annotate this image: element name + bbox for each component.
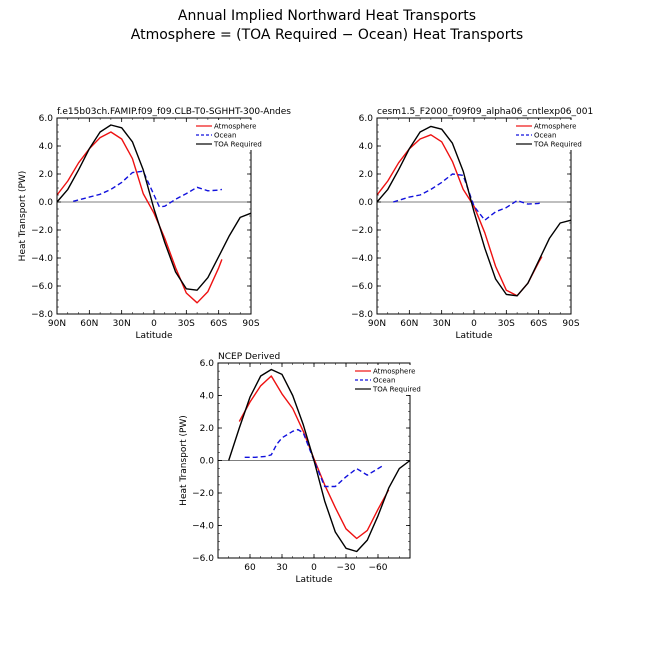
chart-panel-2: cesm1.5_F2000_f09f09_alpha06_cntlexp06_0…: [351, 107, 593, 341]
y-tick-label: −6.0: [31, 282, 53, 292]
y-tick-label: −2.0: [351, 226, 373, 236]
y-tick-label: 6.0: [359, 114, 374, 124]
y-tick-label: −4.0: [351, 254, 373, 264]
x-tick-label: −30: [337, 563, 356, 573]
x-tick-label: 90N: [48, 319, 66, 329]
series-line-toa: [376, 125, 572, 297]
x-axis-label: Latitude: [295, 575, 333, 585]
y-tick-label: 0.0: [39, 198, 54, 208]
y-axis-label: Heat Transport (PW): [179, 415, 189, 506]
x-tick-label: 30S: [178, 319, 195, 329]
y-tick-label: 4.0: [200, 392, 215, 402]
panel-title: NCEP Derived: [218, 352, 280, 362]
legend-label-ocean: Ocean: [214, 132, 236, 140]
x-tick-label: −60: [369, 563, 388, 573]
x-axis-label: Latitude: [135, 331, 173, 341]
x-tick-label: 60S: [530, 319, 547, 329]
x-tick-label: 60S: [210, 319, 227, 329]
legend-label-toa: TOA Required: [533, 141, 582, 149]
y-tick-label: 4.0: [359, 142, 374, 152]
x-tick-label: 90S: [562, 319, 579, 329]
x-tick-label: 90N: [368, 319, 386, 329]
x-tick-label: 60N: [400, 319, 418, 329]
series-line-ocean: [244, 428, 384, 488]
x-tick-label: 30N: [433, 319, 451, 329]
y-tick-label: −8.0: [31, 310, 53, 320]
legend-label-atmosphere: Atmosphere: [373, 368, 415, 376]
x-tick-label: 90S: [242, 319, 259, 329]
y-tick-label: 2.0: [359, 170, 374, 180]
x-tick-label: 0: [151, 319, 157, 329]
y-tick-label: −2.0: [31, 226, 53, 236]
x-tick-label: 30: [276, 563, 288, 573]
y-tick-label: 2.0: [39, 170, 54, 180]
legend-label-toa: TOA Required: [372, 386, 421, 394]
y-tick-label: −6.0: [192, 554, 214, 564]
series-line-toa: [56, 124, 252, 291]
series-line-toa: [228, 368, 411, 553]
x-tick-label: 60: [244, 563, 256, 573]
x-axis-label: Latitude: [455, 331, 493, 341]
panel-title: cesm1.5_F2000_f09f09_alpha06_cntlexp06_0…: [377, 107, 593, 117]
chart-panels: f.e15b03ch.FAMIP.f09_f09.CLB-T0-SGHHT-30…: [18, 107, 593, 585]
x-tick-label: 60N: [80, 319, 98, 329]
y-tick-label: 2.0: [200, 424, 215, 434]
y-tick-label: 0.0: [200, 457, 215, 467]
y-tick-label: −4.0: [192, 522, 214, 532]
y-tick-label: 6.0: [39, 114, 54, 124]
y-axis-label: Heat Transport (PW): [18, 171, 28, 262]
figure-title-line-2: Atmosphere = (TOA Required − Ocean) Heat…: [131, 27, 523, 43]
y-tick-label: −4.0: [31, 254, 53, 264]
series-line-atmosphere: [56, 131, 223, 304]
legend-label-ocean: Ocean: [373, 377, 395, 385]
legend-label-atmosphere: Atmosphere: [534, 123, 576, 131]
x-tick-label: 0: [471, 319, 477, 329]
legend-label-toa: TOA Required: [213, 141, 262, 149]
panel-title: f.e15b03ch.FAMIP.f09_f09.CLB-T0-SGHHT-30…: [57, 107, 291, 117]
y-tick-label: −6.0: [351, 282, 373, 292]
legend-label-atmosphere: Atmosphere: [214, 123, 256, 131]
x-tick-label: 0: [311, 563, 317, 573]
legend-label-ocean: Ocean: [534, 132, 556, 140]
series-line-ocean: [73, 170, 223, 208]
y-tick-label: 4.0: [39, 142, 54, 152]
chart-panel-1: f.e15b03ch.FAMIP.f09_f09.CLB-T0-SGHHT-30…: [18, 107, 291, 341]
y-tick-label: −2.0: [192, 489, 214, 499]
figure-title-line-1: Annual Implied Northward Heat Transports: [178, 8, 476, 24]
x-tick-label: 30N: [113, 319, 131, 329]
series-line-atmosphere: [376, 134, 543, 297]
y-tick-label: −8.0: [351, 310, 373, 320]
y-tick-label: 6.0: [200, 359, 215, 369]
x-tick-label: 30S: [498, 319, 515, 329]
y-tick-label: 0.0: [359, 198, 374, 208]
